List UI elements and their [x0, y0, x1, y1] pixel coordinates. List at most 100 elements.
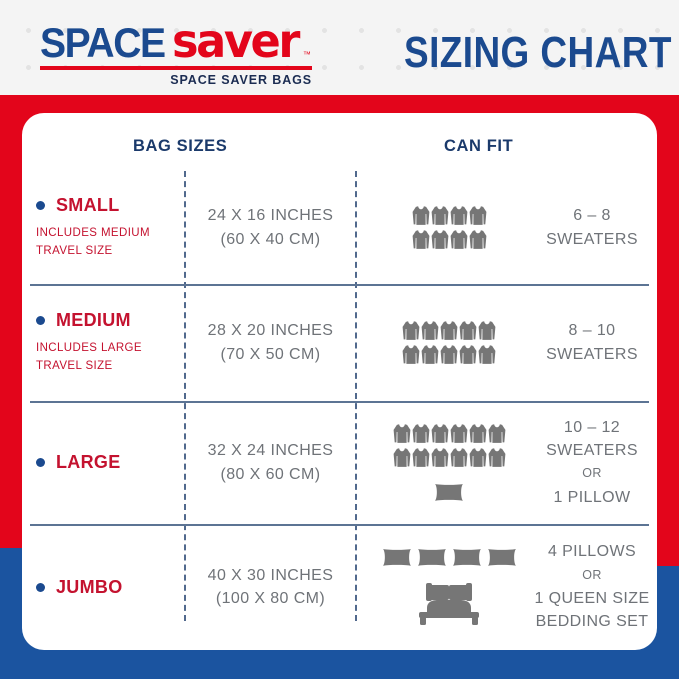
dimension-inches: 40 X 30 INCHES: [207, 566, 334, 584]
bag-size-name: MEDIUM: [56, 310, 131, 331]
can-fit-line: OR: [582, 466, 602, 481]
sweater-icon: [421, 345, 439, 364]
sweater-icon: [402, 345, 420, 364]
sweater-icon: [488, 448, 505, 467]
logo-word-saver: saver: [172, 14, 300, 68]
dimension-cm: (60 X 40 CM): [220, 230, 321, 248]
bullet-icon: [36, 458, 45, 467]
pillow-icon: [452, 549, 481, 566]
sweater-icon: [450, 206, 467, 225]
dimension-cm: (100 X 80 CM): [215, 590, 326, 607]
sweater-icon: [450, 424, 467, 443]
column-header-can-fit: CAN FIT: [444, 137, 514, 155]
bag-size-cell: MEDIUM INCLUDES LARGE TRAVEL SIZE: [36, 284, 184, 401]
sweater-icon: [431, 230, 448, 249]
sweater-icon: [469, 424, 486, 443]
bag-size-name-line: SMALL: [36, 195, 184, 216]
icon-row: [416, 582, 482, 626]
row-divider-1: [30, 284, 649, 286]
bullet-icon: [36, 201, 45, 211]
logo-tagline: SPACE SAVER BAGS: [170, 73, 312, 87]
can-fit-line: 10 – 12: [563, 418, 621, 436]
dimension-inches: 28 X 20 INCHES: [207, 322, 334, 340]
sweater-icon: [412, 424, 429, 443]
logo-word-space: SPACE: [40, 19, 166, 66]
row-divider-2: [30, 401, 649, 403]
sweater-icon: [402, 321, 420, 340]
dimension-cm: (80 X 60 CM): [220, 465, 321, 483]
icon-row: [412, 229, 487, 250]
pillow-icon: [435, 484, 463, 501]
sweater-icon: [450, 230, 467, 249]
bag-size-name-line: LARGE: [36, 452, 184, 473]
sweater-icon: [421, 321, 439, 340]
bag-size-name-line: MEDIUM: [36, 310, 184, 331]
sweater-icon: [431, 448, 448, 467]
icon-row: [382, 548, 517, 567]
dimension-inches: 24 X 16 INCHES: [207, 207, 334, 225]
can-fit-line: OR: [582, 567, 602, 582]
sweater-icon: [469, 448, 486, 467]
dimension-cm: (70 X 50 CM): [220, 345, 321, 363]
can-fit-line: 8 – 10: [568, 322, 616, 340]
can-fit-line: 4 PILLOWS: [547, 543, 637, 561]
bed-icon: [419, 583, 479, 625]
icon-row: [402, 320, 496, 341]
sizing-table: BAG SIZES CAN FIT SMALL INCLUDES MEDIUM …: [22, 113, 657, 650]
table-row: JUMBO 40 X 30 INCHES (100 X 80 CM) 4 PIL…: [22, 524, 657, 650]
can-fit-line: 1 PILLOW: [553, 488, 631, 506]
pillow-icon: [487, 549, 516, 566]
sweater-icon: [412, 230, 429, 249]
table-row: MEDIUM INCLUDES LARGE TRAVEL SIZE 28 X 2…: [22, 284, 657, 401]
trademark-symbol: ™: [302, 50, 311, 59]
brand-logo: SPACE saver ™ SPACE SAVER BAGS: [40, 18, 328, 87]
header-dot-pattern: [0, 0, 679, 95]
column-header-bag-sizes: BAG SIZES: [133, 137, 228, 155]
sweater-icon: [478, 321, 496, 340]
sweater-icon: [431, 206, 448, 225]
column-divider-dashed-2: [355, 171, 357, 621]
sweater-icon: [459, 345, 477, 364]
sweater-icon: [488, 424, 505, 443]
can-fit-text-cell: 8 – 10 SWEATERS: [527, 284, 657, 401]
bag-size-name: JUMBO: [56, 576, 123, 597]
logo-wordmark: SPACE saver ™: [40, 18, 328, 64]
column-divider-dashed-1: [184, 171, 186, 621]
row-divider-3: [30, 524, 649, 526]
sweater-icon: [469, 206, 486, 225]
icon-row: [393, 447, 506, 468]
sweater-icon: [393, 448, 410, 467]
sizing-chart-card: BAG SIZES CAN FIT SMALL INCLUDES MEDIUM …: [22, 113, 657, 650]
can-fit-icons-cell: [359, 401, 539, 524]
table-row: LARGE 32 X 24 INCHES (80 X 60 CM) 10 – 1…: [22, 401, 657, 524]
sweater-icon: [478, 345, 496, 364]
bag-size-cell: SMALL INCLUDES MEDIUM TRAVEL SIZE: [36, 171, 184, 284]
sweater-icon: [412, 206, 429, 225]
can-fit-line: SWEATERS: [546, 230, 638, 248]
can-fit-line: 1 QUEEN SIZE: [534, 590, 650, 608]
icon-row: [434, 483, 464, 502]
can-fit-icons-cell: [359, 284, 539, 401]
can-fit-line: SWEATERS: [546, 345, 638, 363]
sweater-icon: [450, 448, 467, 467]
logo-underline-rule: [40, 66, 312, 70]
sweater-icon: [459, 321, 477, 340]
pillow-icon: [382, 549, 411, 566]
bag-dimensions-cell: 40 X 30 INCHES (100 X 80 CM): [186, 524, 355, 650]
pillow-icon: [417, 549, 446, 566]
bag-dimensions-cell: 32 X 24 INCHES (80 X 60 CM): [186, 401, 355, 524]
bag-size-cell: LARGE: [36, 401, 184, 524]
can-fit-text-cell: 4 PILLOWS OR 1 QUEEN SIZE BEDDING SET: [527, 524, 657, 650]
sweater-icon: [469, 230, 486, 249]
bag-size-name: LARGE: [56, 452, 121, 472]
sweater-icon: [440, 321, 458, 340]
sweater-icon: [393, 424, 410, 443]
icon-row: [393, 423, 506, 444]
bag-dimensions-cell: 24 X 16 INCHES (60 X 40 CM): [186, 171, 355, 284]
can-fit-line: SWEATERS: [546, 442, 638, 460]
bag-size-name-line: JUMBO: [36, 577, 184, 598]
bag-size-name: SMALL: [56, 195, 120, 216]
icon-row: [412, 205, 487, 226]
bag-size-subtext: INCLUDES LARGE TRAVEL SIZE: [36, 342, 142, 372]
icon-row: [402, 344, 496, 365]
